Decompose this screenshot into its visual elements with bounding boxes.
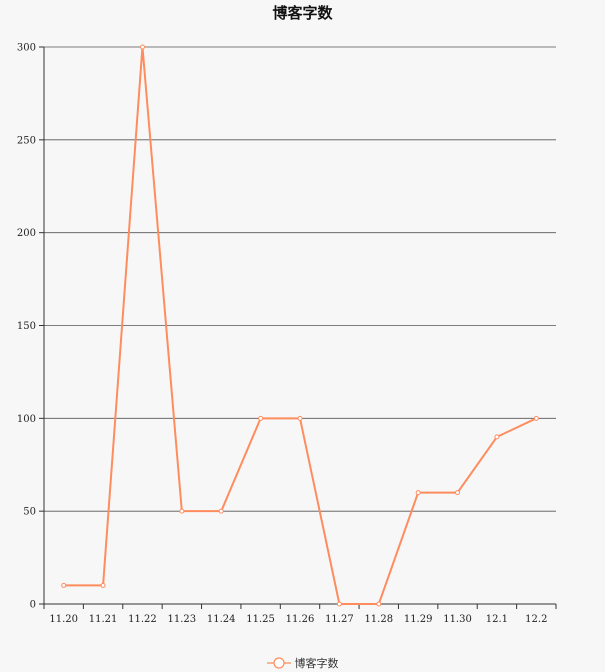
axes (39, 46, 557, 609)
grid-lines (44, 46, 556, 512)
data-point (139, 44, 145, 50)
x-tick-label: 11.27 (325, 614, 354, 625)
legend-label: 博客字数 (294, 657, 339, 670)
x-tick-label: 11.21 (89, 614, 118, 625)
y-tick-label: 100 (17, 414, 36, 425)
y-tick-label: 50 (23, 507, 36, 518)
data-points (61, 44, 539, 607)
x-tick-label: 11.30 (443, 614, 472, 625)
x-tick-label: 11.25 (246, 614, 275, 625)
x-tick-label: 12.2 (525, 614, 547, 625)
chart-title: 博客字数 (272, 4, 333, 22)
y-tick-label: 300 (17, 43, 36, 54)
data-point (533, 415, 539, 421)
x-tick-label: 11.23 (168, 614, 197, 625)
y-tick-label: 200 (17, 228, 36, 239)
x-tick-labels: 11.20 11.21 11.22 11.23 11.24 11.25 11.26 11.27… (49, 614, 547, 625)
x-tick-label: 12.1 (486, 614, 508, 625)
x-tick-label: 11.29 (404, 614, 433, 625)
x-tick-label: 11.24 (207, 614, 236, 625)
x-tick-label: 11.26 (286, 614, 315, 625)
data-point (297, 415, 303, 421)
data-point (455, 490, 461, 496)
legend-marker-icon (266, 657, 291, 669)
data-point (376, 601, 382, 607)
y-tick-label: 150 (17, 321, 36, 332)
y-tick-label: 250 (17, 135, 36, 146)
data-point (61, 582, 67, 588)
x-tick-label: 11.22 (128, 614, 157, 625)
x-tick-label: 11.20 (49, 614, 78, 625)
data-point (179, 508, 185, 514)
data-point (218, 508, 224, 514)
y-tick-labels: 0 50 100 150 200 250 300 (17, 43, 36, 611)
data-point (415, 490, 421, 496)
data-point (494, 434, 500, 440)
data-point (336, 601, 342, 607)
data-point (100, 582, 106, 588)
x-tick-label: 11.28 (364, 614, 393, 625)
y-tick-label: 0 (30, 600, 36, 611)
legend[interactable]: 博客字数 (0, 654, 605, 672)
data-point (258, 415, 264, 421)
